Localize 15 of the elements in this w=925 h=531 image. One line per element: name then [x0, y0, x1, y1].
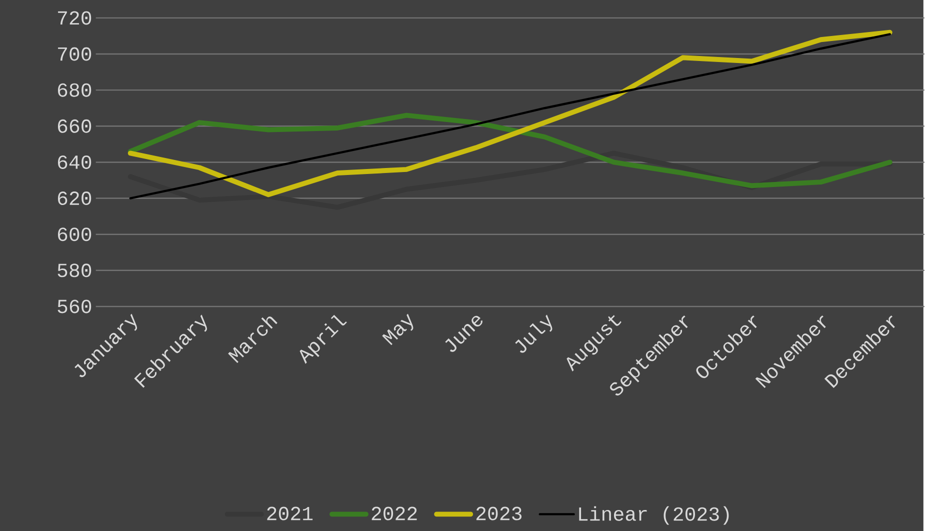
- y-tick-label: 560: [58, 300, 92, 314]
- y-tick-label: 660: [58, 119, 92, 133]
- y-tick-label: 580: [58, 264, 92, 278]
- y-tick-label: 720: [58, 11, 92, 25]
- legend-label: 2022: [372, 506, 417, 520]
- y-tick-label: 640: [58, 155, 92, 169]
- x-tick-label: May: [382, 314, 414, 346]
- line-series: [128, 112, 892, 188]
- legend-label: 2023: [476, 506, 522, 520]
- legend-label: 2021: [267, 506, 313, 520]
- legend-label: Linear (2023): [579, 506, 729, 525]
- y-tick-label: 620: [58, 192, 92, 205]
- y-tick-label: 700: [58, 47, 92, 61]
- y-tick-label: 680: [58, 83, 92, 97]
- y-tick-label: 600: [58, 228, 92, 242]
